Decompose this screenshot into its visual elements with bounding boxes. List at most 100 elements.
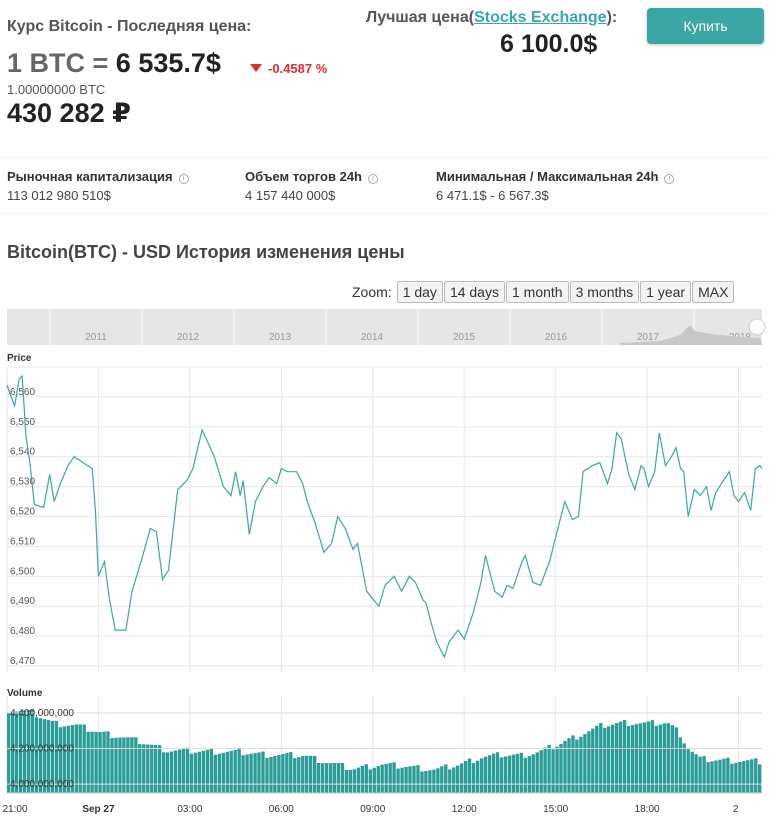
volume-bar xyxy=(396,768,400,793)
zoom-1-day-button[interactable]: 1 day xyxy=(396,281,443,303)
volume-bar xyxy=(189,753,194,793)
volume-bar xyxy=(102,731,106,793)
navigator-year-label: 2012 xyxy=(177,332,200,343)
volume-bar xyxy=(611,724,615,793)
volume-bar xyxy=(738,762,742,793)
volume-bar xyxy=(293,758,297,793)
zoom-14-days-button[interactable]: 14 days xyxy=(443,281,505,303)
divider xyxy=(0,213,769,214)
price-chart[interactable]: 201120122013201420152016201720186,4706,4… xyxy=(0,305,769,823)
volume-bar xyxy=(301,756,305,793)
volume-bar xyxy=(682,743,686,793)
info-icon[interactable]: i xyxy=(664,174,675,184)
volume-bar xyxy=(316,763,321,793)
info-icon[interactable]: i xyxy=(368,174,378,184)
price-change-value: -0.4587 % xyxy=(268,61,328,76)
navigator-handle xyxy=(748,318,766,336)
volume-bar xyxy=(547,744,551,793)
volume-bar xyxy=(225,751,229,793)
volume-bar xyxy=(503,756,508,793)
x-tick-label: 12:00 xyxy=(452,804,477,815)
volume-bar xyxy=(475,760,480,793)
volume-bar xyxy=(734,762,738,793)
price-series-line xyxy=(6,374,763,659)
volume-bar xyxy=(154,745,158,793)
volume-bar xyxy=(158,745,162,793)
volume-bar xyxy=(392,762,396,793)
volume-bar xyxy=(499,757,504,793)
volume-bar xyxy=(460,763,464,793)
stat-title: Минимальная / Максимальная 24h xyxy=(436,169,659,184)
volume-bar xyxy=(559,743,563,793)
volume-bar xyxy=(241,755,245,793)
rub-value: 430 282 ₽ xyxy=(7,98,131,128)
volume-bar xyxy=(177,749,182,793)
volume-bar xyxy=(356,767,361,793)
volume-bar xyxy=(313,756,317,793)
info-icon[interactable]: i xyxy=(178,174,189,184)
volume-axis-label: Volume xyxy=(7,688,43,699)
volume-bar xyxy=(98,731,102,793)
btc-price: 1 BTC = 6 535.7$ xyxy=(7,48,221,79)
volume-bar xyxy=(138,744,142,793)
volume-bar xyxy=(277,755,281,793)
volume-bar xyxy=(412,765,416,793)
volume-bar xyxy=(654,725,659,793)
volume-bar xyxy=(162,752,166,793)
price-change: -0.4587 % xyxy=(250,61,327,76)
volume-bar xyxy=(483,756,488,793)
navigator-year-label: 2014 xyxy=(361,332,384,343)
volume-bar xyxy=(245,754,249,793)
zoom-1-year-button[interactable]: 1 year xyxy=(640,281,692,303)
x-tick-label: 09:00 xyxy=(360,804,385,815)
best-price-suffix: ): xyxy=(606,9,618,26)
volume-bar xyxy=(718,759,722,793)
buy-button[interactable]: Купить xyxy=(647,8,764,44)
volume-bar xyxy=(523,757,527,793)
volume-bar xyxy=(678,737,682,793)
volume-bar xyxy=(515,753,519,793)
volume-bar xyxy=(86,731,90,793)
zoom-3-months-button[interactable]: 3 months xyxy=(569,281,640,303)
volume-bar xyxy=(30,709,35,793)
volume-bar xyxy=(58,727,63,793)
volume-bar xyxy=(686,749,690,793)
volume-bar xyxy=(432,769,436,793)
volume-bar xyxy=(551,749,555,793)
volume-bar xyxy=(690,751,694,793)
volume-bar xyxy=(74,724,78,793)
volume-bar xyxy=(336,763,341,793)
volume-bar xyxy=(456,765,460,793)
price-tick-label: 6,480 xyxy=(10,626,35,637)
x-tick-label: 15:00 xyxy=(543,804,568,815)
volume-tick-label: 4,000,000,000 xyxy=(10,779,74,790)
volume-bar xyxy=(642,722,647,793)
volume-bar xyxy=(233,749,237,793)
zoom-max-button[interactable]: MAX xyxy=(692,281,735,303)
volume-bar xyxy=(38,718,43,793)
volume-bar xyxy=(201,750,206,793)
volume-bar xyxy=(527,756,531,793)
x-tick-label: 03:00 xyxy=(177,804,202,815)
volume-bar xyxy=(253,753,257,793)
stat-value: 6 471.1$ - 6 567.3$ xyxy=(436,188,549,203)
volume-bar xyxy=(507,755,512,793)
history-title: Bitcoin(BTC) - USD История изменения цен… xyxy=(7,242,405,262)
volume-bar xyxy=(404,767,408,793)
price-tick-label: 6,500 xyxy=(10,566,35,577)
volume-bar xyxy=(22,710,27,793)
volume-bar xyxy=(714,760,718,793)
best-price-exchange-link[interactable]: Stocks Exchange xyxy=(474,9,607,26)
zoom-1-month-button[interactable]: 1 month xyxy=(505,281,569,303)
x-tick-label: Sep 27 xyxy=(82,804,115,815)
volume-bar xyxy=(42,719,47,793)
x-tick-label: 21:00 xyxy=(2,804,27,815)
x-tick-label: 2 xyxy=(733,804,739,815)
volume-bar xyxy=(702,756,706,793)
volume-bar xyxy=(428,770,432,793)
down-arrow-icon xyxy=(250,64,262,72)
volume-bar xyxy=(567,738,571,793)
volume-bar xyxy=(94,731,98,793)
volume-bar xyxy=(519,752,523,793)
volume-bar xyxy=(332,763,337,793)
